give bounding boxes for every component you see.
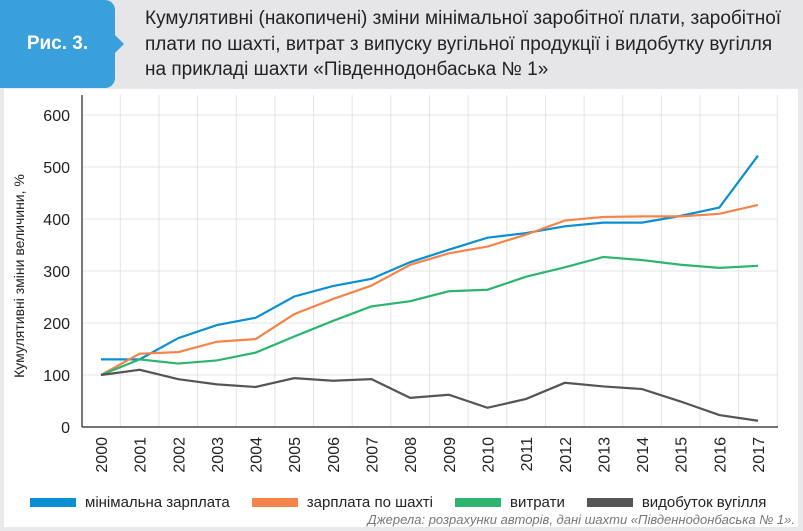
x-tick-label: 2017: [751, 437, 768, 473]
x-tick-label: 2007: [365, 437, 382, 473]
y-tick-label: 400: [43, 212, 70, 229]
x-tick-label: 2009: [442, 437, 459, 473]
chart-title: Кумулятивні (накопичені) зміни мінімальн…: [145, 8, 782, 80]
legend-label: видобуток вугілля: [641, 494, 767, 511]
x-tick-label: 2014: [635, 437, 652, 473]
y-tick-label: 100: [43, 368, 70, 385]
legend-item: видобуток вугілля: [586, 494, 767, 511]
legend-label: мінімальна зарплата: [85, 494, 230, 511]
y-tick-label: 500: [43, 160, 70, 177]
x-tick-label: 2013: [596, 437, 613, 473]
x-tick-label: 2015: [674, 437, 691, 473]
series-line: [100, 368, 759, 422]
y-axis-label: Кумулятивні зміни величини, %: [11, 174, 27, 378]
source-note: Джерела: розрахунки авторів, дані шахти …: [367, 512, 795, 527]
x-tick-label: 2001: [133, 437, 150, 473]
x-tick-label: 2010: [480, 437, 497, 473]
legend-swatch: [30, 498, 76, 507]
legend-item: зарплата по шахті: [251, 494, 433, 511]
x-tick-label: 2003: [210, 437, 227, 473]
y-tick-label: 300: [43, 264, 70, 281]
x-tick-label: 2016: [712, 437, 729, 473]
x-tick-label: 2008: [403, 437, 420, 473]
legend-item: витрати: [455, 494, 565, 511]
x-tick-label: 2005: [287, 437, 304, 473]
figure-label: Рис. 3.: [0, 0, 124, 88]
chart-panel: [4, 89, 798, 527]
x-tick-label: 2000: [94, 437, 111, 473]
y-tick-label: 0: [61, 420, 70, 437]
legend-swatch: [586, 498, 633, 507]
header-band: [0, 0, 803, 88]
y-tick-label: 600: [43, 108, 70, 125]
x-tick-label: 2004: [249, 437, 266, 473]
legend-swatch: [455, 498, 501, 507]
x-tick-label: 2002: [171, 437, 188, 473]
series-line: [101, 154, 759, 361]
x-tick-label: 2012: [558, 437, 575, 473]
series-line: [100, 255, 759, 377]
legend-label: зарплата по шахті: [306, 494, 433, 511]
legend-label: витрати: [510, 494, 565, 511]
x-tick-label: 2011: [519, 437, 536, 472]
legend-item: мінімальна зарплата: [30, 494, 230, 511]
series-line: [100, 203, 759, 376]
y-tick-label: 200: [43, 316, 70, 333]
x-tick-label: 2006: [326, 437, 343, 473]
legend: мінімальна зарплата зарплата по шахті витр…: [30, 494, 766, 511]
legend-swatch: [251, 498, 298, 507]
